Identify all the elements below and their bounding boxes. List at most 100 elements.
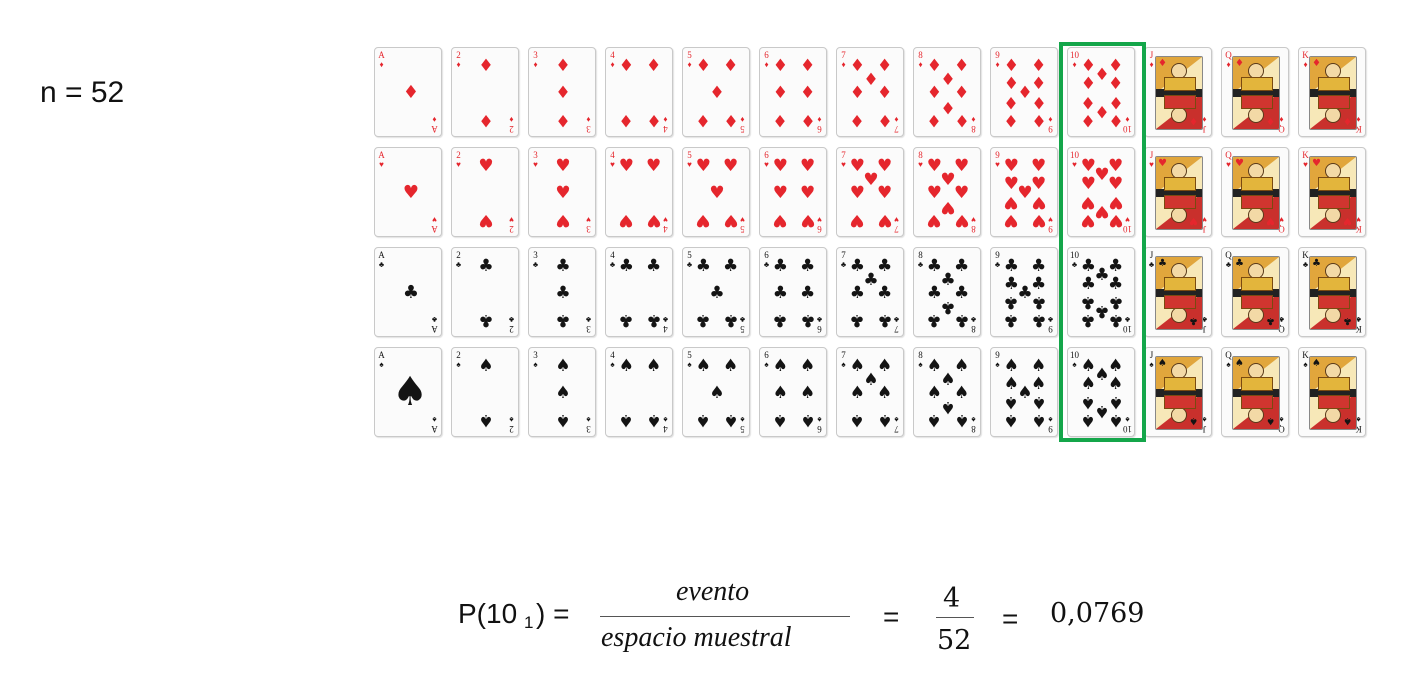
spades-icon: ♠ bbox=[392, 369, 428, 415]
diamonds-icon: ♦ bbox=[849, 110, 866, 130]
diamonds-icon: ♦ bbox=[926, 83, 943, 103]
hearts-icon: ♥ bbox=[1125, 215, 1130, 224]
hearts-icon: ♥ bbox=[1030, 210, 1047, 230]
diamonds-icon: ♦ bbox=[1266, 115, 1275, 126]
spades-icon: ♠ bbox=[645, 410, 662, 430]
card-rank-label: 9 bbox=[995, 350, 1000, 360]
hearts-icon: ♥ bbox=[1303, 160, 1308, 169]
card-rank-label: A bbox=[378, 350, 385, 360]
spades-icon: ♠ bbox=[926, 410, 943, 430]
spades-icon: ♠ bbox=[555, 410, 571, 430]
face-card-portrait bbox=[1232, 156, 1280, 230]
clubs-icon: ♣ bbox=[863, 269, 879, 290]
diamonds-icon: ♦ bbox=[876, 110, 893, 130]
card-rank-label: 8 bbox=[971, 124, 976, 134]
card-a-of-spades: A ♠ A ♠ ♠ bbox=[374, 347, 442, 437]
clubs-icon: ♣ bbox=[849, 310, 866, 330]
portrait-detail bbox=[1248, 107, 1264, 123]
card-2-of-spades: 2 ♠ 2 ♠ ♠ ♠ bbox=[451, 347, 519, 437]
card-rank-label: Q bbox=[1225, 50, 1232, 60]
diamonds-icon: ♦ bbox=[1003, 74, 1020, 94]
sample-size-label: n = 52 bbox=[40, 76, 125, 109]
hearts-icon: ♥ bbox=[478, 210, 494, 230]
card-rank-label: 4 bbox=[610, 250, 615, 260]
card-index-corner: 3 ♣ bbox=[584, 315, 593, 334]
card-index-corner: 5 ♦ bbox=[738, 115, 747, 134]
spades-icon: ♠ bbox=[849, 383, 866, 403]
hearts-icon: ♥ bbox=[953, 183, 970, 203]
spades-icon: ♠ bbox=[645, 356, 662, 376]
spades-icon: ♠ bbox=[1107, 356, 1124, 376]
card-index-corner: A ♥ bbox=[430, 215, 439, 234]
hearts-icon: ♥ bbox=[1189, 215, 1198, 226]
clubs-icon: ♣ bbox=[555, 310, 571, 330]
card-rank-label: Q bbox=[1225, 250, 1232, 260]
card-index-corner: A ♠ bbox=[430, 415, 439, 434]
hearts-icon: ♥ bbox=[926, 183, 943, 203]
diamonds-icon: ♦ bbox=[478, 110, 494, 130]
clubs-icon: ♣ bbox=[799, 283, 816, 303]
card-rank-label: 9 bbox=[1048, 424, 1053, 434]
card-index-corner: 10 ♦ bbox=[1070, 51, 1079, 70]
spades-icon: ♠ bbox=[863, 369, 879, 390]
card-rank-label: 9 bbox=[1048, 324, 1053, 334]
hearts-icon: ♥ bbox=[709, 183, 725, 203]
clubs-icon: ♣ bbox=[876, 310, 893, 330]
diamonds-icon: ♦ bbox=[876, 83, 893, 103]
card-index-corner: A ♦ bbox=[430, 115, 439, 134]
hearts-icon: ♥ bbox=[876, 210, 893, 230]
card-rank-label: 8 bbox=[971, 224, 976, 234]
hearts-icon: ♥ bbox=[817, 215, 822, 224]
hearts-icon: ♥ bbox=[772, 210, 789, 230]
diamonds-icon: ♦ bbox=[1149, 60, 1154, 69]
card-index-corner: 9 ♥ bbox=[993, 151, 1002, 170]
spades-icon: ♠ bbox=[1080, 356, 1097, 376]
card-6-of-clubs: 6 ♣ 6 ♣ ♣ ♣ ♣ ♣ ♣ ♣ bbox=[759, 247, 827, 337]
hearts-icon: ♥ bbox=[1343, 215, 1352, 226]
hearts-icon: ♥ bbox=[610, 160, 615, 169]
diamonds-icon: ♦ bbox=[1030, 110, 1047, 130]
diamonds-icon: ♦ bbox=[722, 110, 739, 130]
diamonds-icon: ♦ bbox=[817, 115, 822, 124]
card-index-corner: 8 ♥ bbox=[969, 215, 978, 234]
spades-icon: ♠ bbox=[1125, 415, 1130, 424]
clubs-icon: ♣ bbox=[1003, 310, 1020, 330]
clubs-icon: ♣ bbox=[585, 315, 592, 324]
diamonds-icon: ♦ bbox=[1343, 115, 1352, 126]
card-rank-label: 6 bbox=[817, 224, 822, 234]
card-k-of-hearts: K ♥ K ♥ ♥ ♥ bbox=[1298, 147, 1366, 237]
card-index-corner: 9 ♠ bbox=[1046, 415, 1055, 434]
spades-icon: ♠ bbox=[722, 356, 739, 376]
card-rank-label: 5 bbox=[740, 224, 745, 234]
hearts-icon: ♥ bbox=[971, 215, 976, 224]
card-rank-label: J bbox=[1149, 350, 1154, 360]
card-j-of-spades: J ♠ J ♠ ♠ ♠ bbox=[1144, 347, 1212, 437]
card-index-corner: 10 ♥ bbox=[1070, 151, 1079, 170]
card-rank-label: 5 bbox=[687, 250, 692, 260]
card-5-of-spades: 5 ♠ 5 ♠ ♠ ♠ ♠ ♠ ♠ bbox=[682, 347, 750, 437]
spades-icon: ♠ bbox=[695, 410, 712, 430]
card-index-corner: 2 ♣ bbox=[454, 251, 463, 270]
card-rank-label: 3 bbox=[586, 324, 591, 334]
hearts-icon: ♥ bbox=[953, 210, 970, 230]
diamonds-icon: ♦ bbox=[1235, 58, 1244, 69]
card-index-corner: 4 ♦ bbox=[661, 115, 670, 134]
card-index-corner: 10 ♠ bbox=[1070, 351, 1079, 370]
card-rank-label: 4 bbox=[663, 224, 668, 234]
hearts-icon: ♥ bbox=[618, 210, 635, 230]
hearts-icon: ♥ bbox=[849, 183, 866, 203]
card-8-of-clubs: 8 ♣ 8 ♣ ♣ ♣ ♣ ♣ ♣ ♣ ♣ ♣ bbox=[913, 247, 981, 337]
spades-icon: ♠ bbox=[953, 383, 970, 403]
spades-icon: ♠ bbox=[1003, 392, 1020, 412]
card-rank-label: 6 bbox=[764, 150, 769, 160]
diamonds-icon: ♦ bbox=[841, 60, 846, 69]
card-rank-label: 3 bbox=[533, 50, 538, 60]
hearts-icon: ♥ bbox=[1003, 192, 1020, 212]
clubs-icon: ♣ bbox=[876, 283, 893, 303]
card-index-corner: 6 ♦ bbox=[762, 51, 771, 70]
clubs-icon: ♣ bbox=[840, 260, 847, 269]
spades-icon: ♠ bbox=[772, 383, 789, 403]
spades-icon: ♠ bbox=[663, 415, 668, 424]
portrait-detail bbox=[1171, 107, 1187, 123]
card-index-corner: 10 ♠ bbox=[1123, 415, 1132, 434]
